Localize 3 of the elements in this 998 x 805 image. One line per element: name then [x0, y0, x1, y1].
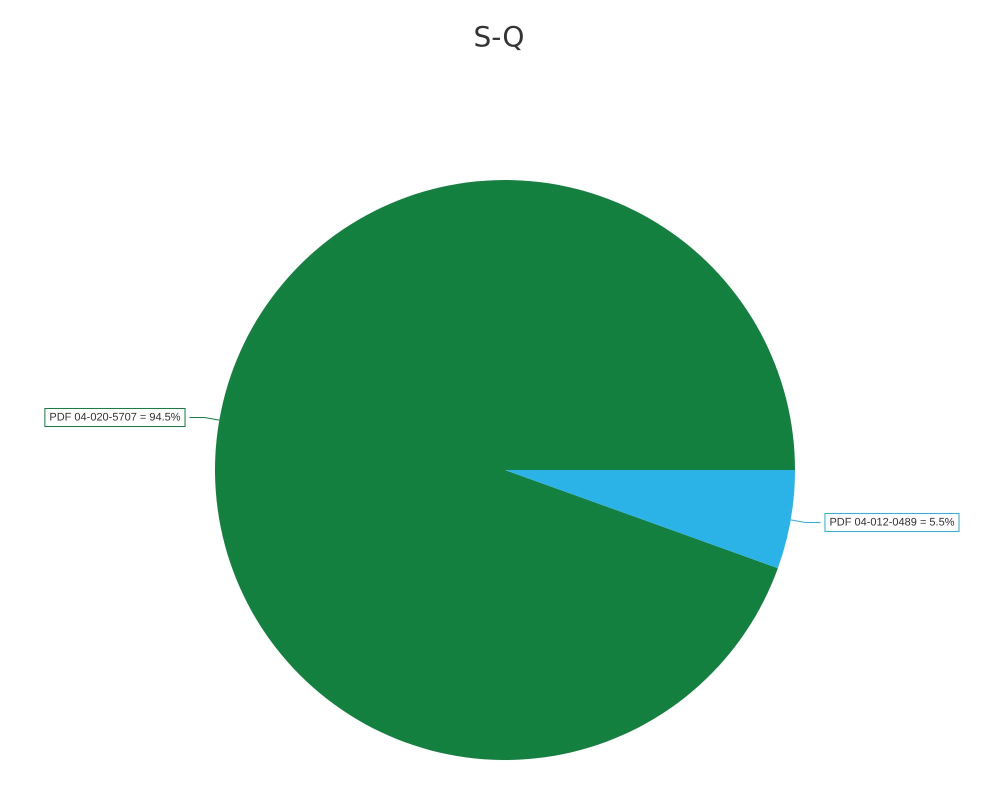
chart-title: S-Q	[474, 20, 524, 54]
slice-label: PDF 04-012-0489 = 5.5%	[829, 516, 955, 528]
slice-label: PDF 04-020-5707 = 94.5%	[49, 412, 181, 424]
